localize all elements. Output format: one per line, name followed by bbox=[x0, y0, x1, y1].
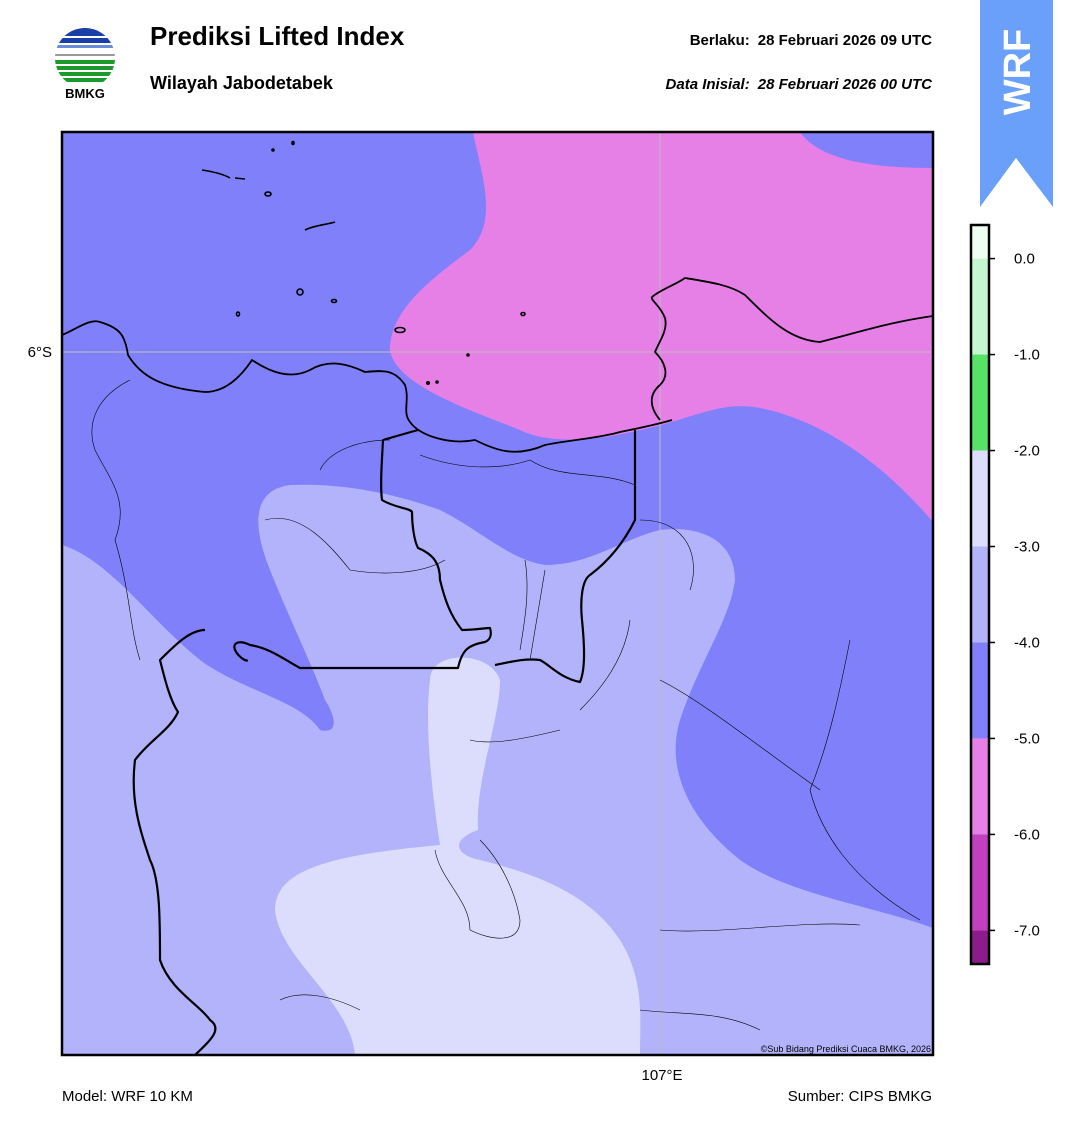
badge bbox=[980, 0, 1053, 207]
field-region bbox=[275, 657, 641, 1055]
colorbar: 0.0 -1.0 -2.0 -3.0 -4.0 -5.0 -6.0 -7.0 bbox=[969, 223, 1040, 966]
valid-line: Berlaku: 28 Februari 2026 09 UTC bbox=[690, 32, 932, 49]
init-line: Data Inisial: 28 Februari 2026 00 UTC bbox=[666, 76, 934, 93]
init-label: Data Inisial: bbox=[666, 76, 750, 93]
colorbar-tick-label: -4.0 bbox=[1014, 634, 1040, 651]
map: 6°S 107°E ©Sub Bidang Prediksi Cuaca BMK… bbox=[28, 130, 935, 1084]
colorbar-tick-label: -6.0 bbox=[1014, 826, 1040, 843]
colorbar-band bbox=[971, 450, 989, 547]
colorbar-tick-label: -1.0 bbox=[1014, 347, 1040, 364]
colorbar-tick-label: -5.0 bbox=[1014, 730, 1040, 747]
lon-label: 107°E bbox=[641, 1067, 682, 1084]
islands bbox=[201, 140, 526, 385]
colorbar-band bbox=[971, 354, 989, 451]
title: Prediksi Lifted Index bbox=[150, 21, 405, 51]
colorbar-frame bbox=[969, 223, 991, 966]
footer-model: Model: WRF 10 KM bbox=[62, 1088, 193, 1105]
colorbar-band bbox=[971, 546, 989, 643]
colorbar-band bbox=[971, 834, 989, 931]
colorbar-band bbox=[971, 258, 989, 355]
colorbar-band bbox=[971, 738, 989, 835]
colorbar-tick-label: -7.0 bbox=[1014, 922, 1040, 939]
footer-source: Sumber: CIPS BMKG bbox=[788, 1088, 932, 1105]
lat-label: 6°S bbox=[28, 344, 52, 361]
init-time: 28 Februari 2026 00 UTC bbox=[757, 76, 933, 93]
badge-text: WRF bbox=[997, 29, 1039, 116]
credit: ©Sub Bidang Prediksi Cuaca BMKG, 2026 bbox=[761, 1044, 931, 1054]
subtitle: Wilayah Jabodetabek bbox=[150, 73, 334, 93]
logo: BMKG bbox=[55, 28, 115, 101]
colorbar-band bbox=[971, 225, 989, 259]
colorbar-tick-label: -2.0 bbox=[1014, 443, 1040, 460]
colorbar-band bbox=[971, 642, 989, 739]
field-region bbox=[390, 132, 933, 522]
colorbar-tick-label: 0.0 bbox=[1014, 251, 1035, 268]
logo-text: BMKG bbox=[65, 86, 105, 101]
colorbar-tick-label: -3.0 bbox=[1014, 539, 1040, 556]
valid-time: 28 Februari 2026 09 UTC bbox=[758, 32, 932, 49]
map-frame bbox=[60, 130, 935, 1057]
colorbar-band bbox=[971, 930, 989, 964]
valid-label: Berlaku: bbox=[690, 32, 750, 49]
